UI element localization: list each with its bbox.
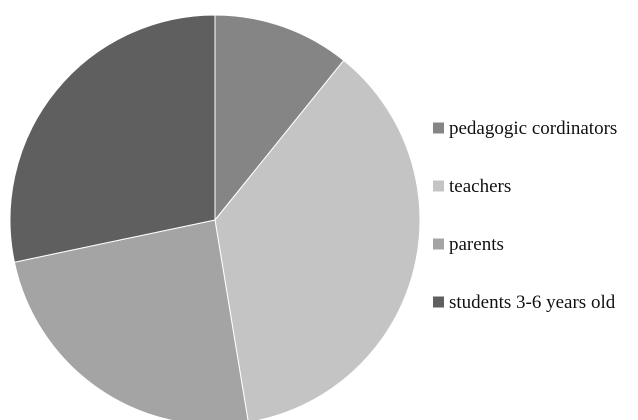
pie-slice-pedagogic-cordinators bbox=[214, 14, 345, 222]
legend: pedagogic cordinators teachers parents stud… bbox=[433, 118, 617, 313]
legend-swatch bbox=[433, 180, 444, 192]
legend-item: teachers bbox=[433, 176, 511, 197]
pie-slice-parents bbox=[13, 219, 249, 420]
legend-swatch bbox=[433, 238, 444, 250]
legend-item: pedagogic cordinators bbox=[433, 118, 617, 139]
pie-slice-teachers bbox=[214, 59, 421, 420]
legend-label: teachers bbox=[449, 176, 511, 197]
pie-slices bbox=[9, 14, 421, 420]
pie-slice-students-3-6-years-old bbox=[9, 14, 216, 263]
legend-swatch bbox=[433, 122, 444, 134]
legend-label: parents bbox=[449, 234, 504, 255]
legend-label: students 3-6 years old bbox=[449, 292, 616, 313]
legend-label: pedagogic cordinators bbox=[449, 118, 617, 139]
legend-item: parents bbox=[433, 234, 504, 255]
legend-item: students 3-6 years old bbox=[433, 292, 616, 313]
legend-swatch bbox=[433, 296, 444, 308]
